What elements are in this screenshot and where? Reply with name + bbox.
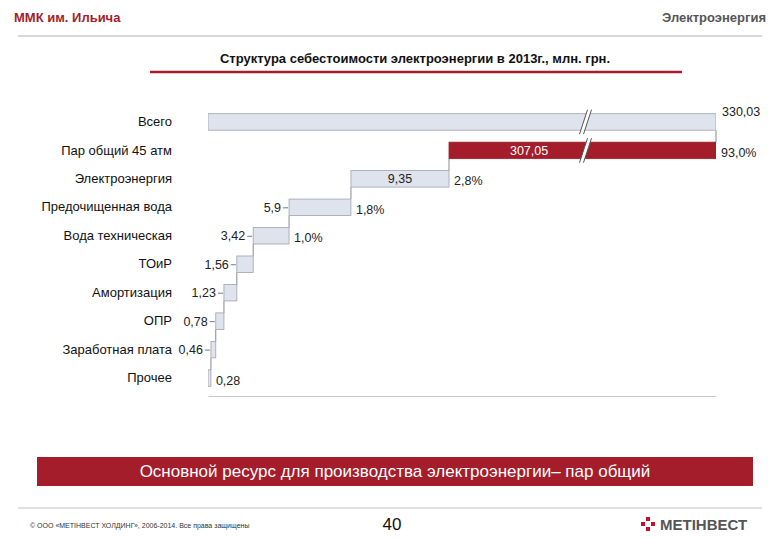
data-label: 0,78 (183, 315, 207, 329)
break-gap (580, 138, 592, 163)
tick: Электроэнергия (75, 171, 172, 186)
bar (253, 228, 289, 245)
connector (716, 130, 717, 142)
axis-break (580, 138, 592, 163)
category-label: Предочищенная вода (41, 199, 172, 214)
logo-square (646, 517, 650, 521)
bar (224, 284, 237, 301)
bars (208, 114, 716, 387)
label-leader (231, 264, 236, 265)
bar (289, 199, 351, 216)
label-leader (283, 207, 288, 208)
connector (223, 301, 224, 313)
logo-square (651, 522, 655, 526)
data-label: 1,56 (204, 258, 228, 272)
axis-line (209, 396, 717, 397)
connector (449, 159, 450, 171)
header-rule (18, 36, 762, 37)
data-label: 0,28 (216, 374, 240, 388)
share-label: 1,8% (356, 203, 385, 217)
category-label: Всего (138, 114, 172, 129)
break-line (584, 110, 592, 135)
connector (236, 272, 237, 284)
y-axis: Всего Пар общий 45 атм Электроэнергия Предо… (41, 114, 172, 385)
title-rule (150, 71, 682, 74)
data-label: 5,9 (264, 201, 281, 215)
logo-square (646, 527, 650, 531)
category-label: Прочее (127, 370, 172, 385)
connector (210, 358, 211, 370)
category-label: Заработная плата (62, 342, 172, 357)
bar (351, 171, 449, 188)
data-label: 330,03 (722, 105, 760, 119)
footer-copyright: © ООО «МЕТІНВЕСТ ХОЛДИНГ», 2006-2014. Вс… (30, 522, 249, 530)
break-gap (580, 110, 592, 135)
logo-square (641, 522, 645, 526)
data-labels: 330,03 307,05 93,0% 9,35 2,8% 5,9 1,8% 3,42 1,0%… (179, 105, 761, 388)
tick: Всего (138, 114, 172, 129)
category-label: Пар общий 45 атм (61, 143, 172, 158)
bar (208, 114, 716, 131)
data-label: 9,35 (388, 172, 412, 186)
connector (215, 329, 216, 341)
tick: Пар общий 45 атм (61, 143, 172, 158)
category-label: Электроэнергия (75, 171, 172, 186)
connectors (211, 130, 716, 370)
tick: Прочее (127, 370, 172, 385)
page-number: 40 (383, 515, 402, 534)
axis-break (580, 110, 592, 135)
connector (253, 244, 254, 256)
footer-rule (18, 508, 762, 509)
data-label: 1,23 (192, 286, 216, 300)
tick: Вода техническая (64, 228, 172, 243)
banner-box (37, 457, 753, 486)
break-line (584, 138, 592, 163)
tick: Предочищенная вода (41, 199, 172, 214)
logo-text: МЕТІНВЕСТ (660, 516, 747, 533)
label-leader (218, 293, 223, 294)
category-label: ТОиР (139, 256, 172, 271)
category-label: Амортизация (92, 285, 172, 300)
share-label: 2,8% (454, 174, 483, 188)
bar (237, 256, 253, 273)
chart-title: Структура себестоимости электроэнергии в… (220, 51, 610, 66)
header-left: ММК им. Ильича (14, 10, 121, 25)
x-axis (209, 396, 717, 397)
label-leader (247, 236, 252, 237)
header-right: Электроэнергия (662, 10, 766, 25)
logo-icon (641, 517, 655, 531)
tick: Заработная плата (62, 342, 172, 357)
connector (289, 216, 290, 228)
connector (350, 187, 351, 199)
tick: Амортизация (92, 285, 172, 300)
category-label: ОПР (144, 313, 172, 328)
label-leader (210, 321, 215, 322)
category-label: Вода техническая (64, 228, 172, 243)
share-label: 93,0% (721, 146, 756, 160)
share-label: 1,0% (294, 231, 323, 245)
bar (208, 370, 211, 387)
data-label: 307,05 (510, 144, 548, 158)
bar (211, 341, 216, 358)
tick: ТОиР (139, 256, 172, 271)
banner-text: Основной ресурс для производства электро… (140, 462, 651, 481)
data-label: 3,42 (221, 229, 245, 243)
break-line (580, 138, 588, 163)
bar (216, 313, 224, 330)
data-label: 0,46 (179, 343, 203, 357)
slide: ММК им. Ильича Электроэнергия Структура се… (0, 0, 780, 540)
break-line (580, 110, 588, 135)
tick: ОПР (144, 313, 172, 328)
label-leader (205, 350, 210, 351)
